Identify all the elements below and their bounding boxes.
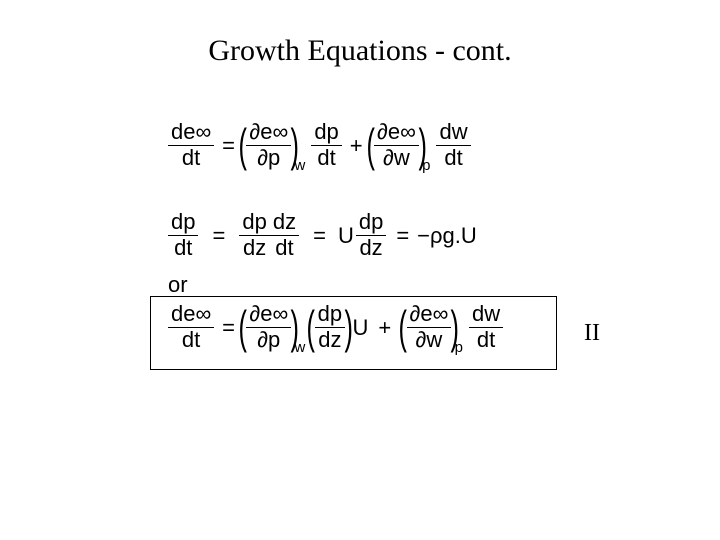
frac-de-dw-3: ∂e∞ ∂w [407,302,452,353]
sub-p-3: p [455,340,463,355]
equation-label-ii: II [584,320,600,347]
lparen-1: ( [238,125,246,166]
lparen-2: ( [366,125,374,166]
frac-dz-dt: dz dt [270,210,299,261]
frac-de-dp: ∂e∞ ∂p [246,120,291,171]
lparen-5: ( [399,307,407,348]
frac-dw-dt-3: dw dt [469,302,503,353]
sub-p-1: p [422,158,430,173]
equation-3: de∞ dt = ( ∂e∞ ∂p ) w ( dp dz ) U + ( [166,302,505,353]
plus-1: + [344,135,369,157]
u-3: U [352,317,368,339]
frac-dp-dt-1: dp dt [311,120,341,171]
page-title: Growth Equations - cont. [0,34,720,68]
equals-2c: = [388,225,417,247]
equals-2a: = [200,225,237,247]
lparen-4: ( [307,307,315,348]
frac-de-dw-1: ∂e∞ ∂w [374,120,419,171]
lparen-3: ( [238,307,246,348]
or-label: or [168,272,188,298]
equals-2b: = [301,225,338,247]
frac-dp-dz: dp dz [239,210,269,261]
frac-dp-dt-2: dp dt [168,210,198,261]
rparen-4: ) [345,307,353,348]
frac-dp-dz-3: dp dz [315,302,345,353]
minus-1: − [417,225,430,247]
equation-1: de∞ dt = ( ∂e∞ ∂p ) w dp dt + ( ∂e∞ [166,120,473,171]
frac-dw-dt-1: dw dt [436,120,470,171]
frac-de-dt-1: de∞ dt [168,120,214,171]
rho-g-u: ρg.U [430,225,477,247]
frac-de-dt-3: de∞ dt [168,302,214,353]
sub-w-3: w [294,340,305,355]
equals-1: = [216,135,241,157]
frac-de-dp-3: ∂e∞ ∂p [246,302,291,353]
equals-3: = [216,317,241,339]
slide-page: Growth Equations - cont. de∞ dt = ( ∂e∞ … [0,0,720,540]
frac-dp-dz-2: dp dz [356,210,386,261]
equation-2: dp dt = dp dz dz dt = U dp dz = [166,210,477,261]
sub-w-1: w [294,158,305,173]
plus-3: + [368,317,401,339]
u-1: U [338,225,354,247]
